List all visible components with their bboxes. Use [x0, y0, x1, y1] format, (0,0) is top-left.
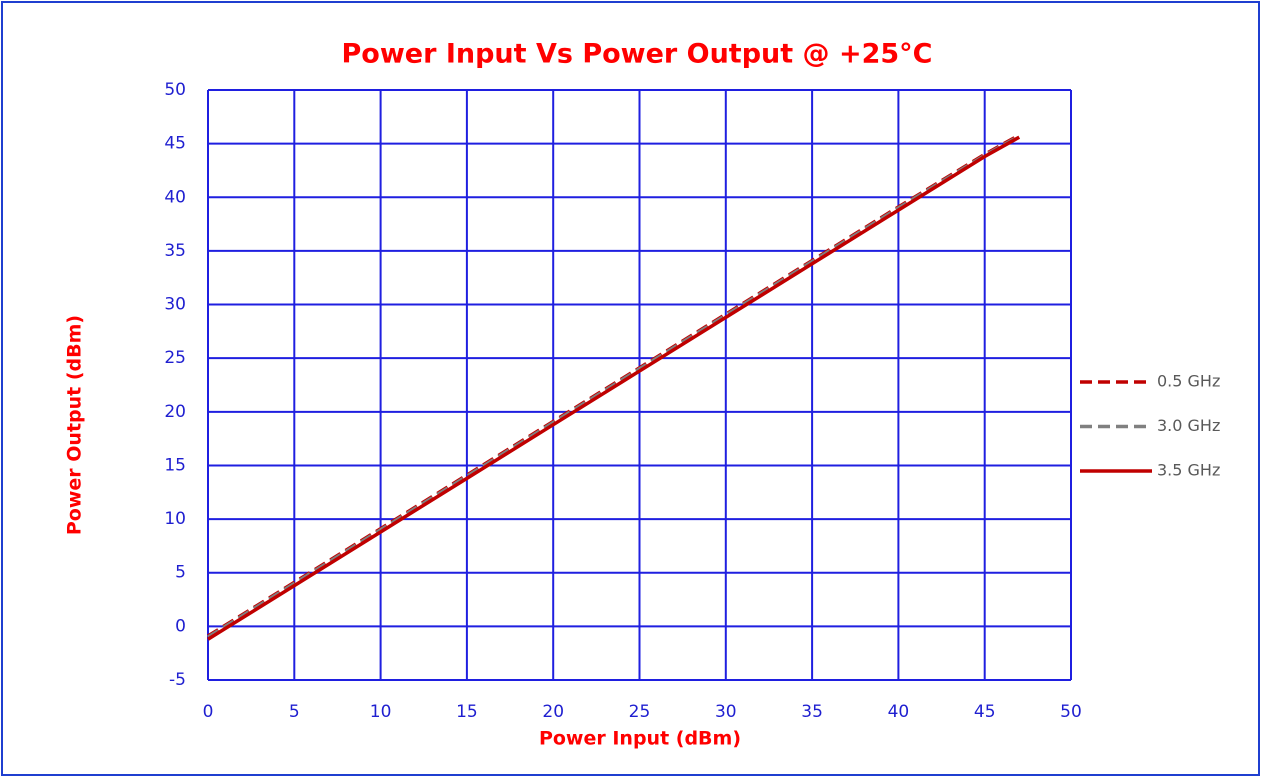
y-tick-label: 0	[175, 616, 186, 636]
y-tick-label: 35	[164, 241, 186, 261]
x-tick-label: 25	[629, 702, 651, 722]
x-tick-label: 20	[542, 702, 564, 722]
x-tick-label: 45	[974, 702, 996, 722]
chart-title: Power Input Vs Power Output @ +25°C	[342, 39, 933, 70]
legend-label: 3.0 GHz	[1157, 416, 1220, 435]
y-tick-label: 50	[164, 80, 186, 100]
x-tick-label: 30	[715, 702, 737, 722]
y-tick-label: 5	[175, 563, 186, 583]
legend-label: 0.5 GHz	[1157, 372, 1220, 391]
x-axis-label: Power Input (dBm)	[539, 728, 741, 750]
y-axis-label: Power Output (dBm)	[64, 315, 86, 535]
x-tick-label: 35	[801, 702, 823, 722]
y-tick-label: 40	[164, 187, 186, 207]
y-tick-label: 15	[164, 455, 186, 475]
y-tick-label: 30	[164, 295, 186, 315]
y-tick-label: 45	[164, 134, 186, 154]
series-line	[207, 135, 1021, 641]
y-tick-label: 10	[164, 509, 186, 529]
x-tick-label: 10	[370, 702, 392, 722]
y-tick-label: 25	[164, 348, 186, 368]
y-tick-label: 20	[164, 402, 186, 422]
x-tick-label: 5	[289, 702, 300, 722]
y-tick-label: -5	[169, 670, 186, 690]
x-tick-label: 50	[1060, 702, 1082, 722]
x-tick-label: 40	[888, 702, 910, 722]
x-tick-label: 15	[456, 702, 478, 722]
legend-label: 3.5 GHz	[1157, 461, 1220, 480]
x-tick-label: 0	[203, 702, 214, 722]
